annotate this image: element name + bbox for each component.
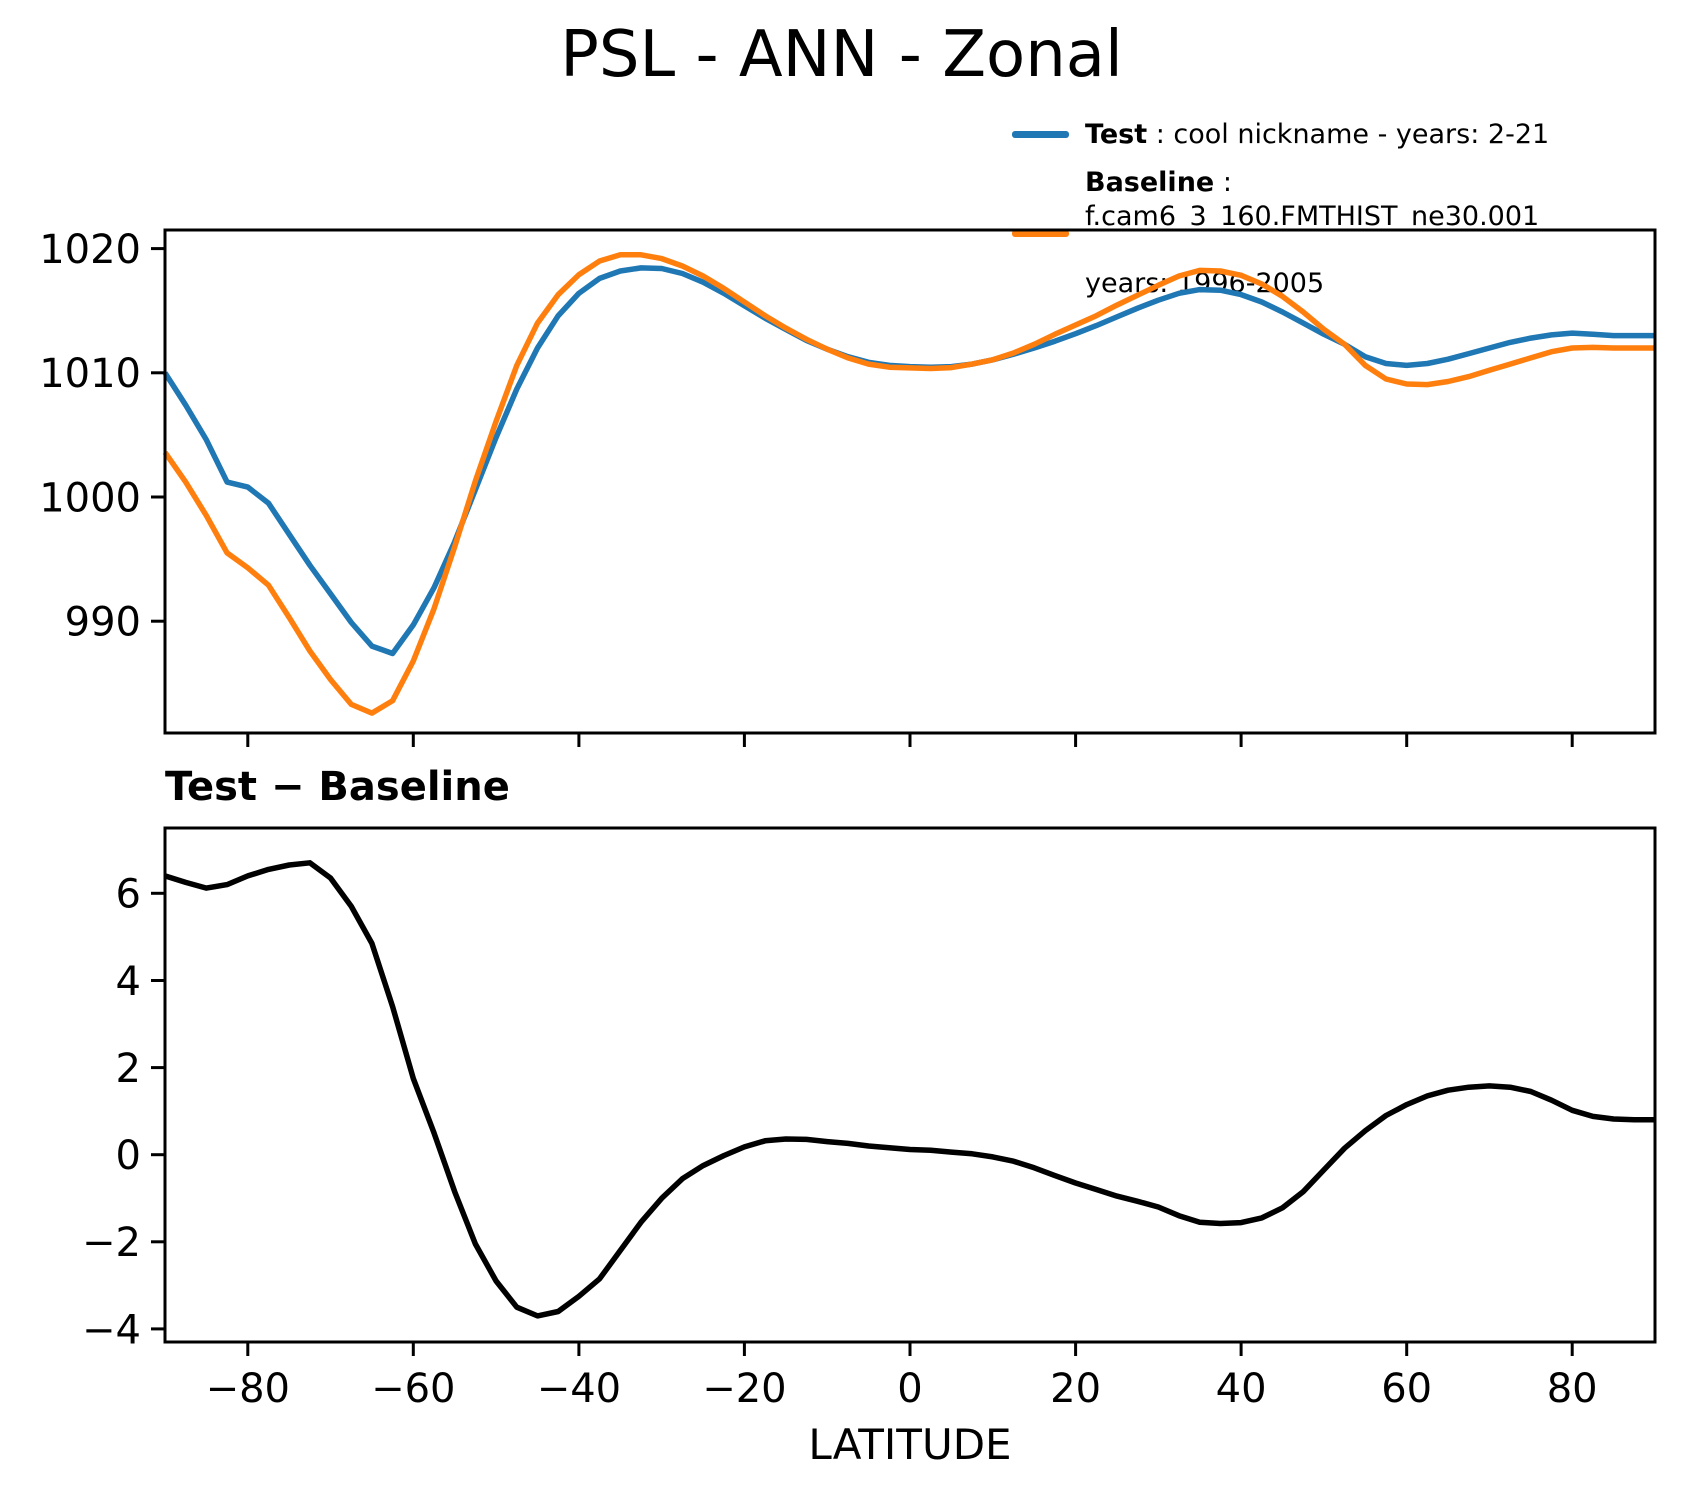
svg-text:0: 0	[897, 1366, 922, 1412]
svg-text:−40: −40	[537, 1366, 621, 1412]
svg-text:6: 6	[116, 872, 141, 918]
baseline-line-swatch	[1012, 229, 1069, 237]
svg-text:1010: 1010	[39, 351, 141, 397]
svg-text:−80: −80	[206, 1366, 290, 1412]
legend-text-test: Test : cool nickname - years: 2-21	[1085, 118, 1549, 152]
svg-text:80: 80	[1547, 1366, 1598, 1412]
legend-item-test: Test : cool nickname - years: 2-21	[1012, 118, 1683, 152]
svg-text:1000: 1000	[39, 475, 141, 521]
legend-desc-test: : cool nickname - years: 2-21	[1147, 119, 1550, 150]
svg-text:−2: −2	[82, 1220, 141, 1266]
svg-text:0: 0	[116, 1133, 141, 1179]
svg-text:60: 60	[1381, 1366, 1432, 1412]
x-axis-label: LATITUDE	[808, 1420, 1012, 1469]
legend-label-test: Test	[1085, 119, 1148, 150]
svg-text:−20: −20	[702, 1366, 786, 1412]
svg-text:990: 990	[65, 600, 141, 646]
svg-text:4: 4	[116, 959, 141, 1005]
svg-text:−60: −60	[371, 1366, 455, 1412]
svg-text:−4: −4	[82, 1307, 141, 1353]
svg-text:2: 2	[116, 1046, 141, 1092]
test-line-swatch	[1012, 131, 1069, 139]
legend-desc-baseline: : f.cam6_3_160.FMTHIST_ne30.001	[1085, 166, 1540, 232]
svg-text:20: 20	[1050, 1366, 1101, 1412]
chart-title: PSL - ANN - Zonal	[560, 18, 1123, 92]
svg-text:1020: 1020	[39, 227, 141, 273]
diff-panel-title: Test − Baseline	[165, 764, 510, 810]
legend-label-baseline: Baseline	[1085, 166, 1215, 198]
svg-text:40: 40	[1216, 1366, 1267, 1412]
